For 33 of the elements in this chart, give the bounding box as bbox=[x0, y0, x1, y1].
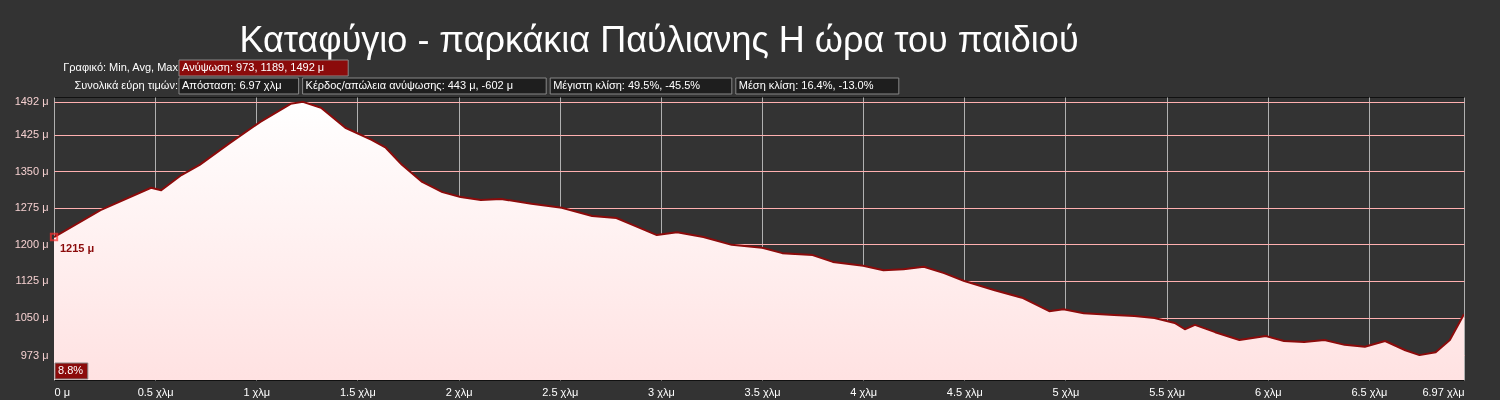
y-tick-label: 1050 μ bbox=[14, 311, 49, 324]
text: Γραφικό: Min, Avg, Max bbox=[63, 61, 179, 73]
x-tick-label: 1 χλμ bbox=[243, 385, 271, 398]
x-tick-label: 3.5 χλμ bbox=[744, 385, 781, 398]
x-tick-label: 3 χλμ bbox=[647, 385, 675, 398]
x-tick-label: 6 χλμ bbox=[1254, 385, 1282, 398]
text: Μέγιστη κλίση: 49.5%, -45.5% bbox=[553, 79, 701, 91]
x-tick-label: 2.5 χλμ bbox=[542, 385, 579, 398]
x-tick-label: 1.5 χλμ bbox=[339, 385, 376, 398]
x-tick-label: 4 χλμ bbox=[850, 385, 878, 398]
x-tick-label: 6.5 χλμ bbox=[1351, 385, 1388, 398]
text: Συνολικά εύρη τιμών: bbox=[74, 79, 178, 91]
y-tick-label: 1425 μ bbox=[14, 128, 49, 141]
x-tick-label: 5.5 χλμ bbox=[1149, 385, 1186, 398]
text: Μέση κλίση: 16.4%, -13.0% bbox=[738, 79, 874, 91]
x-tick-label: 4.5 χλμ bbox=[946, 385, 983, 398]
y-tick-label: 1200 μ bbox=[14, 237, 49, 250]
text: Κέρδος/απώλεια ανύψωσης: 443 μ, -602 μ bbox=[305, 79, 514, 91]
x-tick-label: 6.97 χλμ bbox=[1422, 385, 1465, 398]
annotation: 8.8% bbox=[58, 364, 84, 376]
y-tick-label: 1492 μ bbox=[14, 95, 49, 108]
text: Απόσταση: 6.97 χλμ bbox=[182, 79, 282, 91]
y-tick-label: 973 μ bbox=[20, 348, 49, 361]
x-tick-label: 2 χλμ bbox=[445, 385, 473, 398]
chart-title: Καταφύγιο - παρκάκια Παύλιανης Η ώρα του παιδιού bbox=[239, 19, 1079, 60]
y-tick-label: 1125 μ bbox=[15, 274, 49, 287]
x-tick-label: 0 μ bbox=[54, 385, 71, 398]
annotation: 1215 μ bbox=[60, 242, 95, 255]
x-tick-label: 5 χλμ bbox=[1052, 385, 1080, 398]
x-tick-label: 0.5 χλμ bbox=[137, 385, 174, 398]
y-tick-label: 1275 μ bbox=[14, 201, 49, 214]
text: Ανύψωση: 973, 1189, 1492 μ bbox=[182, 61, 325, 73]
y-tick-label: 1350 μ bbox=[14, 164, 49, 177]
